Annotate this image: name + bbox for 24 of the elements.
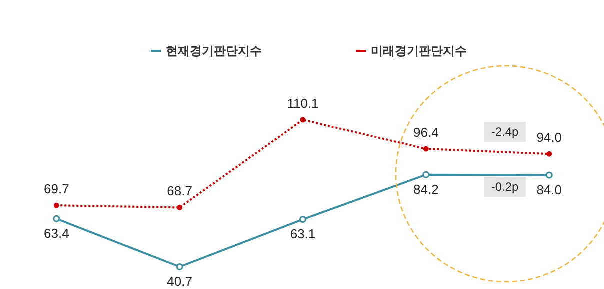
data-label: 68.7 [167,184,192,199]
point [299,216,307,224]
point [546,151,552,157]
data-label: 69.7 [44,182,70,197]
annotation: -2.4p [491,125,519,139]
annotation: -0.2p [491,180,519,194]
data-label: 40.7 [167,274,192,289]
point [176,263,184,271]
data-label: 96.4 [414,125,439,140]
legend-label: 미래경기판단지수 [371,44,467,58]
data-label: 84.0 [536,182,562,198]
data-label: 63.1 [290,226,316,242]
point [423,146,429,152]
point [177,204,183,210]
data-label: 84.2 [414,182,439,197]
point [54,202,60,208]
legend-label: 현재경기판단지수 [166,44,262,58]
point [546,172,553,179]
data-label: 110.1 [287,96,319,111]
data-label: 94.0 [536,130,562,146]
point [53,215,60,222]
point [422,171,430,178]
point [300,117,306,123]
data-label: 63.4 [44,226,70,241]
